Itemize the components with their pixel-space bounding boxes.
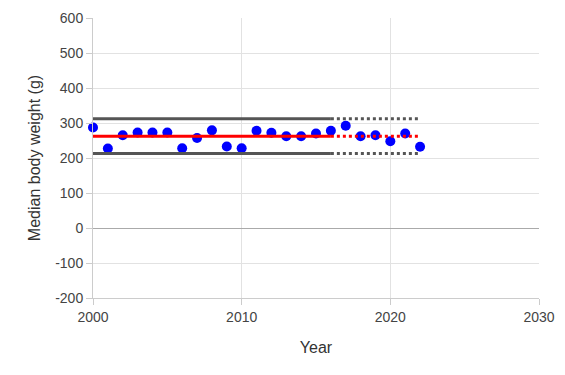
svg-text:600: 600	[60, 10, 84, 26]
svg-text:2000: 2000	[77, 309, 108, 325]
svg-text:200: 200	[60, 150, 84, 166]
svg-text:Year: Year	[300, 339, 333, 356]
svg-text:2030: 2030	[523, 309, 554, 325]
svg-text:0: 0	[75, 220, 83, 236]
svg-text:2010: 2010	[226, 309, 257, 325]
svg-text:500: 500	[60, 45, 84, 61]
svg-text:-200: -200	[55, 290, 83, 306]
svg-text:-100: -100	[55, 255, 83, 271]
svg-text:300: 300	[60, 115, 84, 131]
svg-text:400: 400	[60, 80, 84, 96]
svg-text:Median body weight (g): Median body weight (g)	[26, 75, 43, 241]
svg-text:100: 100	[60, 185, 84, 201]
svg-text:2020: 2020	[375, 309, 406, 325]
